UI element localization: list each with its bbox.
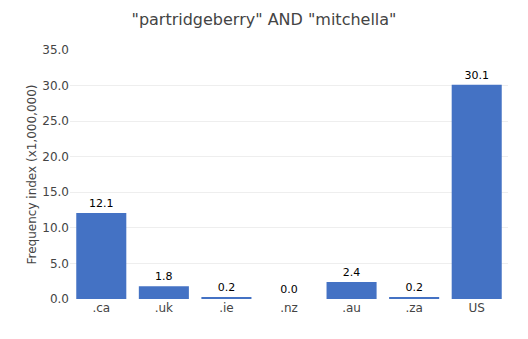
svg-text:.au: .au <box>342 301 361 315</box>
svg-text:"partridgeberry" AND "mitchell: "partridgeberry" AND "mitchella" <box>132 10 397 29</box>
svg-text:0.2: 0.2 <box>218 281 236 294</box>
svg-text:.uk: .uk <box>155 301 173 315</box>
svg-text:35.0: 35.0 <box>42 43 69 57</box>
svg-text:12.1: 12.1 <box>89 197 114 210</box>
svg-text:30.0: 30.0 <box>42 79 69 93</box>
svg-text:5.0: 5.0 <box>50 257 69 271</box>
svg-text:0.0: 0.0 <box>50 292 69 306</box>
svg-text:.za: .za <box>405 301 422 315</box>
svg-text:10.0: 10.0 <box>42 221 69 235</box>
svg-text:20.0: 20.0 <box>42 150 69 164</box>
svg-text:Frequency index (x1,000,000): Frequency index (x1,000,000) <box>25 85 39 265</box>
svg-text:US: US <box>469 301 485 315</box>
svg-text:15.0: 15.0 <box>42 185 69 199</box>
svg-text:.nz: .nz <box>280 301 298 315</box>
svg-text:2.4: 2.4 <box>343 266 361 279</box>
svg-text:0.0: 0.0 <box>280 283 298 296</box>
svg-text:30.1: 30.1 <box>464 69 489 82</box>
svg-text:1.8: 1.8 <box>155 270 173 283</box>
svg-text:0.2: 0.2 <box>405 281 423 294</box>
svg-text:25.0: 25.0 <box>42 114 69 128</box>
svg-text:.ca: .ca <box>92 301 110 315</box>
svg-text:.ie: .ie <box>219 301 234 315</box>
